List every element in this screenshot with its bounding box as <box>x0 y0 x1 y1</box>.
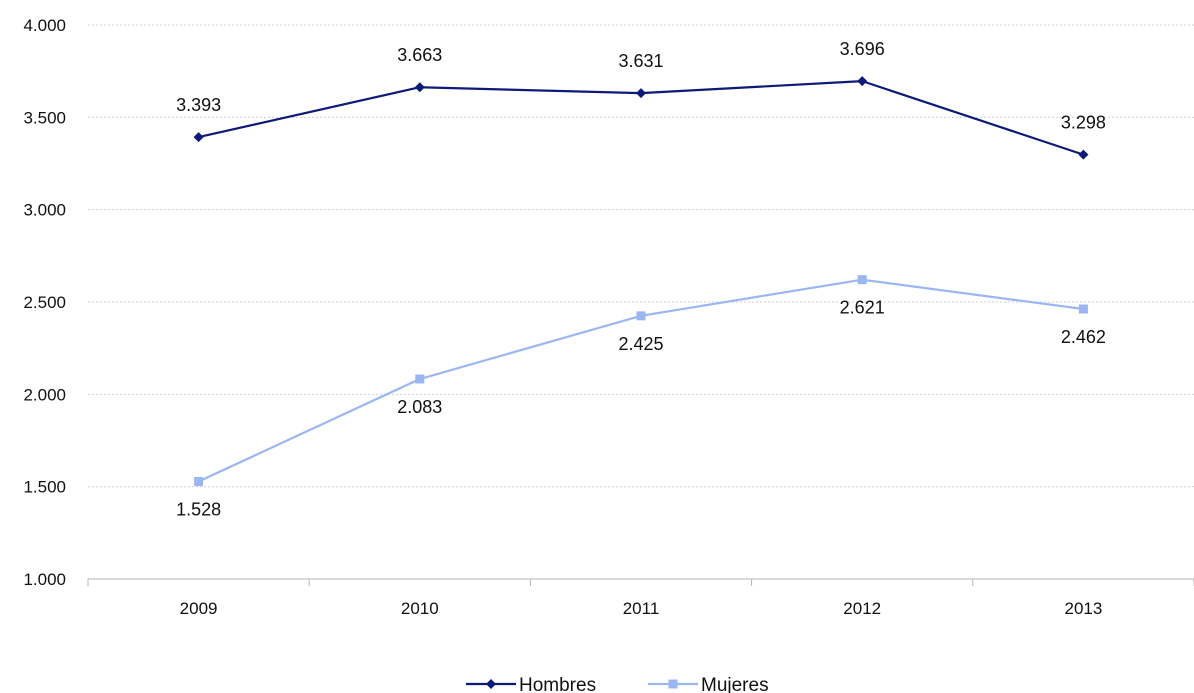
y-tick-label: 1.000 <box>23 570 66 589</box>
data-label: 3.631 <box>618 51 663 71</box>
data-label: 2.462 <box>1061 327 1106 347</box>
data-label: 3.298 <box>1061 113 1106 133</box>
y-tick-label: 1.500 <box>23 478 66 497</box>
y-tick-label: 4.000 <box>23 16 66 35</box>
x-tick-label: 2011 <box>623 599 660 618</box>
point-marker-diamond <box>1078 149 1089 160</box>
data-label: 2.621 <box>840 298 885 318</box>
y-tick-label: 3.500 <box>23 108 66 127</box>
legend-label-hombres: Hombres <box>519 675 596 693</box>
y-tick-label: 2.000 <box>23 385 66 404</box>
point-marker-diamond <box>414 82 425 93</box>
point-marker-diamond <box>193 132 204 143</box>
axes: 1.000 1.500 2.000 2.500 3.000 3.500 4.000 2009 2… <box>23 16 1194 618</box>
point-marker-square <box>194 476 204 486</box>
point-marker-diamond <box>857 76 868 87</box>
data-label: 2.083 <box>397 397 442 417</box>
y-tick-label: 3.000 <box>23 201 66 220</box>
data-label: 3.663 <box>397 45 442 65</box>
data-labels: 3.393 3.663 3.631 3.696 3.298 1.528 2.083 2.425… <box>176 39 1106 519</box>
data-label: 3.696 <box>840 39 885 59</box>
x-tick-label: 2012 <box>843 599 881 618</box>
point-marker-diamond <box>636 88 646 99</box>
gridlines <box>88 24 1194 488</box>
series-line-mujeres <box>198 278 1084 483</box>
legend-label-mujeres: Mujeres <box>701 675 769 693</box>
legend-marker-square <box>668 679 678 689</box>
legend-marker-diamond <box>486 679 496 689</box>
x-tick-label: 2010 <box>401 599 439 618</box>
data-label: 1.528 <box>176 499 221 519</box>
x-tick-label: 2013 <box>1064 599 1102 618</box>
data-label: 2.425 <box>618 334 663 354</box>
x-tick-label: 2009 <box>180 599 218 618</box>
point-marker-square <box>1078 304 1088 314</box>
y-tick-label: 2.500 <box>23 293 66 312</box>
point-marker-square <box>415 374 425 384</box>
data-label: 3.393 <box>176 95 221 115</box>
point-marker-square <box>636 311 646 321</box>
point-marker-square <box>857 275 867 285</box>
series-lines <box>193 76 1089 486</box>
legend: Hombres Mujeres <box>466 675 769 693</box>
